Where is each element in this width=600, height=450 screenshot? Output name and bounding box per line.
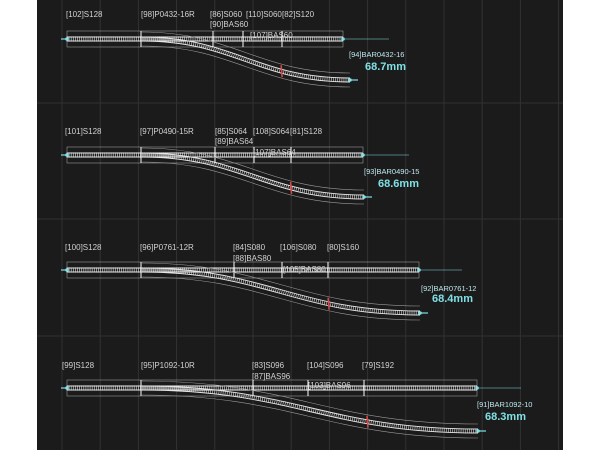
turnout-diagram-4[interactable]: [99]S128 [95]P1092-10R [83]S096 [104]S09… <box>37 0 563 450</box>
endpoint-dot <box>341 37 345 41</box>
measure-value-3: 68.4mm <box>432 293 473 305</box>
piece-label-straight-1: [102]S128 <box>66 10 103 19</box>
endpoint-dot <box>65 386 69 390</box>
piece-outline-curve <box>140 31 351 74</box>
piece-label-straight-2: [84]S080 <box>233 243 266 252</box>
measure-label-1: [94]BAR0432-16 <box>349 50 404 59</box>
rail-curve-ties <box>140 36 351 83</box>
rail-curve-ties <box>140 267 421 316</box>
piece-label-turnout-4: [95]P1092-10R <box>141 361 195 370</box>
piece-label-bas-1: [88]BAS80 <box>233 254 272 263</box>
piece-label-straight-1: [99]S128 <box>62 361 95 370</box>
endpoint-dot <box>348 78 352 82</box>
piece-label-straight-2: [86]S060 <box>210 10 243 19</box>
piece-label-straight-1: [100]S128 <box>65 243 102 252</box>
measure-value-2: 68.6mm <box>378 178 419 190</box>
piece-label-straight-4: [79]S192 <box>362 361 395 370</box>
piece-label-turnout-2: [97]P0490-15R <box>140 127 194 136</box>
measure-label-2: [93]BAR0490-15 <box>364 167 419 176</box>
piece-label-bas-2: [107]BAS64 <box>253 148 296 157</box>
endpoint-dot <box>65 153 69 157</box>
piece-outline-curve <box>140 262 421 307</box>
piece-outline-curve <box>140 147 365 191</box>
endpoint-dot <box>362 195 366 199</box>
piece-label-bas-2: [105]BAS80 <box>283 265 326 274</box>
endpoint-dot <box>417 268 421 272</box>
endpoint-dot <box>476 429 480 433</box>
curve-marker <box>280 65 283 78</box>
piece-label-bas-1: [89]BAS64 <box>215 137 254 146</box>
endpoint-dot <box>475 386 479 390</box>
measure-value-4: 68.3mm <box>485 411 526 423</box>
piece-label-straight-4: [81]S128 <box>290 127 323 136</box>
endpoint-dot <box>418 311 422 315</box>
piece-label-turnout-1: [98]P0432-16R <box>141 10 195 19</box>
track-geometry-2[interactable] <box>61 146 409 205</box>
turnout-diagram-2[interactable]: [101]S128 [97]P0490-15R [85]S064 [108]S0… <box>37 0 563 450</box>
piece-outline-curve <box>140 276 421 321</box>
piece-label-bas-2: [103]BAS96 <box>308 381 351 390</box>
curve-marker <box>366 415 369 428</box>
rail-curve <box>140 156 365 200</box>
piece-label-straight-4: [80]S160 <box>327 243 360 252</box>
turnout-diagram-1[interactable]: [102]S128 [98]P0432-16R [86]S060 [110]S0… <box>37 0 563 450</box>
piece-outline-curve <box>140 45 351 88</box>
measure-label-3: [92]BAR0761-12 <box>421 284 476 293</box>
piece-outline-curve <box>140 161 365 205</box>
piece-label-straight-2: [85]S064 <box>215 127 248 136</box>
piece-label-straight-4: [82]S120 <box>282 10 315 19</box>
piece-label-straight-2: [83]S096 <box>252 361 285 370</box>
rail-curve <box>140 40 351 83</box>
track-geometry-4[interactable] <box>61 379 521 439</box>
piece-label-bas-1: [90]BAS60 <box>210 20 249 29</box>
track-geometry-1[interactable] <box>61 30 389 88</box>
piece-label-straight-3: [106]S080 <box>280 243 317 252</box>
measure-label-4: [91]BAR1092-10 <box>477 400 532 409</box>
piece-label-bas-2: [107]BAS60 <box>250 31 293 40</box>
endpoint-dot <box>65 37 69 41</box>
piece-label-straight-3: [108]S064 <box>253 127 290 136</box>
endpoint-dot <box>65 268 69 272</box>
grid-overlay <box>37 0 563 450</box>
piece-outline-curve <box>140 394 479 439</box>
piece-label-straight-1: [101]S128 <box>65 127 102 136</box>
piece-label-bas-1: [87]BAS96 <box>252 372 291 381</box>
rail-curve-ties <box>140 152 365 200</box>
curve-marker <box>327 297 330 310</box>
track-geometry-3[interactable] <box>61 261 462 321</box>
piece-outline-curve <box>140 380 479 425</box>
turnout-diagram-3[interactable]: [100]S128 [96]P0761-12R [84]S080 [106]S0… <box>37 0 563 450</box>
endpoint-dot <box>361 153 365 157</box>
piece-label-straight-3: [104]S096 <box>307 361 344 370</box>
rail-curve-ties <box>140 385 479 434</box>
measure-value-1: 68.7mm <box>365 61 406 73</box>
track-layout-canvas[interactable]: [102]S128 [98]P0432-16R [86]S060 [110]S0… <box>37 0 563 450</box>
curve-marker <box>289 181 293 194</box>
piece-label-turnout-3: [96]P0761-12R <box>140 243 194 252</box>
piece-label-straight-3: [110]S060 <box>246 10 282 19</box>
rail-curve <box>140 385 479 430</box>
